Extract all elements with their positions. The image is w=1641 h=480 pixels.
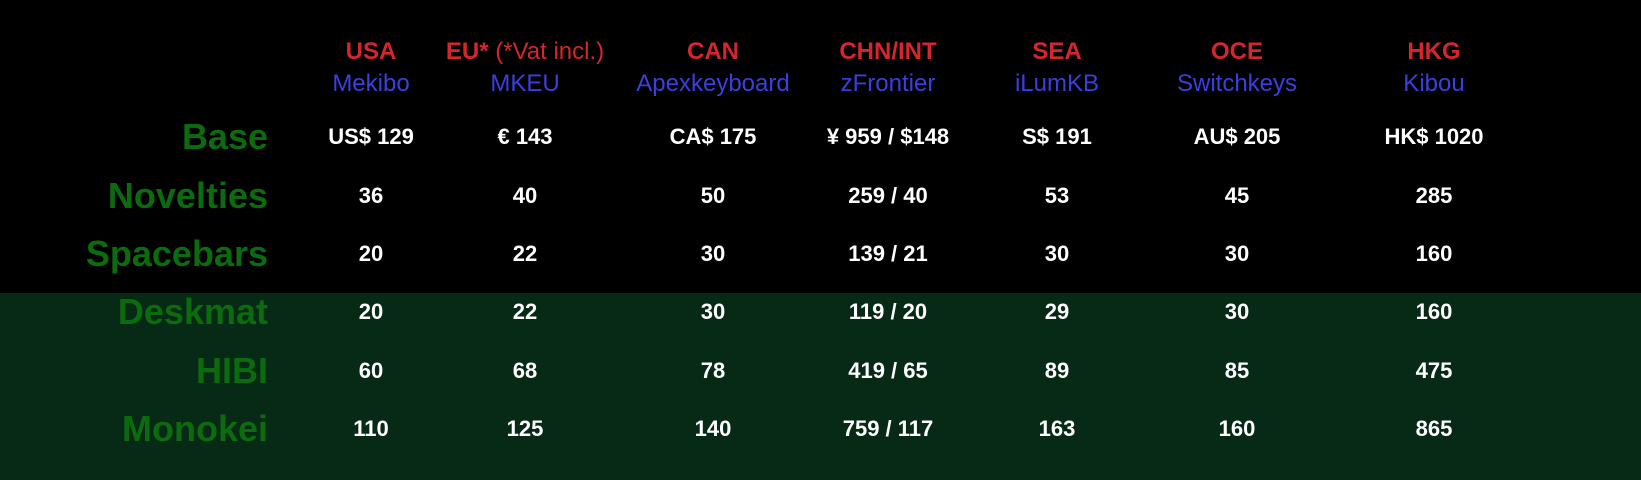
price-cell: 85 bbox=[1224, 358, 1250, 383]
vendor-name: zFrontier bbox=[840, 70, 936, 97]
region-header-sea: SEA iLumKB bbox=[1015, 36, 1099, 100]
price-cell: 475 bbox=[1415, 358, 1453, 383]
region-code-text: EU* bbox=[445, 38, 489, 65]
price-cell: 50 bbox=[700, 183, 726, 208]
price-cell: 40 bbox=[512, 183, 538, 208]
price-cell: 30 bbox=[700, 241, 726, 266]
region-header-eu: EU* (*Vat incl.) MKEU bbox=[446, 36, 604, 100]
region-code: SEA bbox=[1015, 36, 1099, 68]
row-label-monokei: Monokei bbox=[121, 408, 268, 449]
region-code: HKG bbox=[1403, 36, 1464, 68]
price-cell: 45 bbox=[1224, 183, 1250, 208]
vendor-name: MKEU bbox=[490, 70, 560, 97]
row-label-hibi: HIBI bbox=[196, 350, 268, 391]
region-code: CHN/INT bbox=[839, 36, 936, 68]
region-header-hkg: HKG Kibou bbox=[1403, 36, 1464, 100]
price-cell: 30 bbox=[700, 299, 726, 324]
region-code-text: SEA bbox=[1032, 38, 1082, 65]
price-cell: 22 bbox=[512, 241, 538, 266]
price-cell: 160 bbox=[1415, 241, 1453, 266]
price-cell: 89 bbox=[1044, 358, 1070, 383]
region-code: CAN bbox=[636, 36, 789, 68]
price-cell: 139 / 21 bbox=[848, 241, 928, 266]
price-cell: 68 bbox=[512, 358, 538, 383]
price-cell: ¥ 959 / $148 bbox=[826, 124, 950, 149]
price-cell: 119 / 20 bbox=[848, 299, 928, 324]
price-cell: 60 bbox=[358, 358, 384, 383]
lower-background bbox=[0, 293, 1641, 480]
vendor-name: Apexkeyboard bbox=[636, 70, 790, 97]
price-cell: 29 bbox=[1044, 299, 1070, 324]
price-cell: 78 bbox=[700, 358, 726, 383]
price-cell: 125 bbox=[506, 416, 544, 441]
price-cell: € 143 bbox=[497, 124, 553, 149]
region-header-can: CAN Apexkeyboard bbox=[636, 36, 789, 100]
price-cell: 30 bbox=[1224, 299, 1250, 324]
region-code: OCE bbox=[1177, 36, 1297, 68]
region-code: EU* (*Vat incl.) bbox=[446, 36, 604, 68]
region-header-chnint: CHN/INT zFrontier bbox=[839, 36, 936, 100]
price-cell: 259 / 40 bbox=[848, 183, 928, 208]
price-cell: 865 bbox=[1415, 416, 1453, 441]
row-label-deskmat: Deskmat bbox=[117, 291, 268, 332]
price-cell: HK$ 1020 bbox=[1384, 124, 1484, 149]
region-code-text: HKG bbox=[1407, 38, 1461, 65]
price-cell: 285 bbox=[1415, 183, 1453, 208]
header-background bbox=[0, 0, 1641, 293]
row-label-novelties: Novelties bbox=[107, 175, 268, 216]
row-label-spacebars: Spacebars bbox=[85, 233, 268, 274]
price-cell: 759 / 117 bbox=[842, 416, 934, 441]
region-code-text: USA bbox=[345, 38, 397, 65]
price-cell: 53 bbox=[1044, 183, 1070, 208]
price-cell: 30 bbox=[1224, 241, 1250, 266]
price-cell: 160 bbox=[1415, 299, 1453, 324]
price-cell: 419 / 65 bbox=[848, 358, 928, 383]
vendor-name: Switchkeys bbox=[1176, 70, 1298, 97]
vendor-name: Kibou bbox=[1403, 70, 1465, 97]
price-cell: 160 bbox=[1218, 416, 1256, 441]
region-code: USA bbox=[332, 36, 409, 68]
price-cell: AU$ 205 bbox=[1193, 124, 1281, 149]
price-cell: 163 bbox=[1038, 416, 1076, 441]
region-code-text: CHN/INT bbox=[839, 38, 937, 65]
row-label-base: Base bbox=[181, 116, 268, 157]
vendor-name: iLumKB bbox=[1014, 70, 1100, 97]
region-note: (*Vat incl.) bbox=[488, 38, 605, 65]
price-cell: 140 bbox=[694, 416, 732, 441]
price-cell: 30 bbox=[1044, 241, 1070, 266]
price-cell: 36 bbox=[358, 183, 384, 208]
region-code-text: CAN bbox=[687, 38, 739, 65]
price-cell: 20 bbox=[358, 241, 384, 266]
vendor-name: Mekibo bbox=[332, 70, 410, 97]
price-cell: US$ 129 bbox=[328, 124, 414, 149]
price-cell: S$ 191 bbox=[1022, 124, 1092, 149]
region-code-text: OCE bbox=[1210, 38, 1264, 65]
price-cell: 20 bbox=[358, 299, 384, 324]
price-cell: CA$ 175 bbox=[669, 124, 757, 149]
price-cell: 22 bbox=[512, 299, 538, 324]
region-header-usa: USA Mekibo bbox=[332, 36, 409, 100]
region-header-oce: OCE Switchkeys bbox=[1177, 36, 1297, 100]
price-cell: 110 bbox=[353, 416, 389, 441]
